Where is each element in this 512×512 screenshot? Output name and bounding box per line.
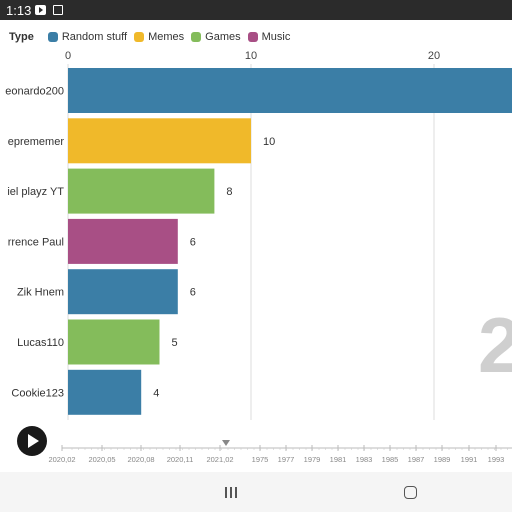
status-time: 1:13 [6, 3, 32, 18]
value-label: 6 [190, 287, 196, 299]
value-label: 10 [263, 136, 275, 148]
timeline-label: 1989 [434, 455, 451, 464]
category-label: Lucas110 [17, 337, 64, 349]
value-label: 4 [153, 387, 159, 399]
timeline-label: 1987 [408, 455, 425, 464]
value-label: 5 [172, 337, 178, 349]
legend-swatch [134, 32, 145, 42]
category-label: iel playz YT [7, 186, 64, 198]
year-label: 2 [478, 301, 512, 389]
bar [68, 118, 251, 164]
play-button[interactable] [17, 426, 47, 456]
timeline-label: 1983 [356, 455, 373, 464]
play-icon [28, 434, 39, 448]
legend-swatch [247, 32, 258, 42]
timeline-label: 1985 [382, 455, 399, 464]
bar-chart: 2 0 10 20 eonardo200 eprememer 10 iel playz YT 8… [0, 20, 512, 472]
legend-item-random-stuff[interactable]: Random stuff [47, 31, 128, 43]
timeline-label: 1977 [278, 455, 295, 464]
category-label: eonardo200 [5, 86, 64, 98]
category-label: Zik Hnem [17, 287, 64, 299]
youtube-icon [35, 5, 46, 15]
legend-label: Memes [148, 31, 185, 43]
bar [68, 218, 178, 264]
category-label: eprememer [8, 136, 65, 148]
chart-area: Type Random stuff Memes Games Music 2 0 10… [0, 20, 512, 472]
legend-label: Games [205, 31, 241, 43]
legend-swatch [191, 32, 202, 42]
timeline-label: 1975 [252, 455, 269, 464]
timeline-label: 1979 [304, 455, 321, 464]
legend-item-games[interactable]: Games [191, 31, 241, 43]
legend-label: Random stuff [61, 31, 128, 43]
calendar-icon [53, 5, 63, 15]
timeline-marker [222, 440, 230, 446]
bar [68, 68, 512, 113]
legend-item-memes[interactable]: Memes [134, 31, 184, 43]
value-label: 6 [190, 236, 196, 248]
timeline-label: 2021,02 [206, 455, 233, 464]
timeline-label: 1993 [488, 455, 505, 464]
timeline-label: 2020,05 [88, 455, 115, 464]
legend-title: Type [9, 31, 34, 43]
x-tick-label: 10 [245, 50, 257, 62]
bar [68, 269, 178, 315]
timeline-label: 2020,08 [127, 455, 154, 464]
navigation-bar [0, 472, 512, 512]
value-label: 8 [226, 186, 232, 198]
legend-item-music[interactable]: Music [247, 31, 291, 43]
home-icon[interactable] [404, 486, 417, 499]
category-label: rrence Paul [8, 236, 64, 248]
bar [68, 319, 160, 365]
legend-label: Music [261, 31, 291, 43]
legend-swatch [47, 32, 58, 42]
timeline-label: 2020,11 [167, 455, 194, 464]
x-tick-label: 20 [428, 50, 440, 62]
timeline-label: 2020,02 [48, 455, 75, 464]
bar [68, 369, 142, 415]
bar [68, 168, 215, 214]
recents-icon[interactable] [225, 487, 237, 498]
timeline-label: 1991 [461, 455, 478, 464]
legend: Type Random stuff Memes Games Music [9, 30, 297, 44]
category-label: Cookie123 [11, 387, 64, 399]
x-tick-label: 0 [65, 50, 71, 62]
status-bar: 1:13 [0, 0, 512, 20]
timeline-label: 1981 [330, 455, 347, 464]
